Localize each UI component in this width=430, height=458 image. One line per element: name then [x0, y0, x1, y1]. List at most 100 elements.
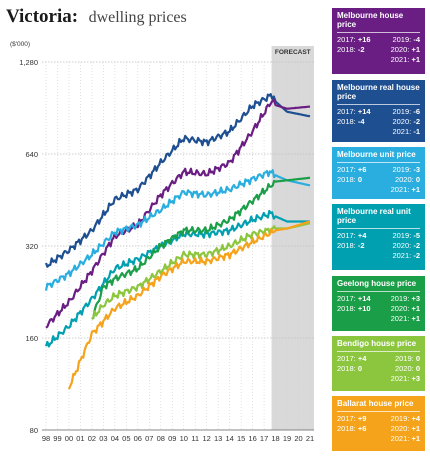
y-tick-label: 1,280 — [19, 58, 38, 67]
x-tick-label: 00 — [65, 434, 73, 443]
x-tick-label: 13 — [214, 434, 222, 443]
legend-panel-row: 2017: +16 2019: -4 — [337, 35, 420, 45]
legend-panel-row: 2017: +6 2019: -3 — [337, 165, 420, 175]
series-line-5 — [91, 176, 311, 320]
legend-panel: Bendigo house price 2017: +4 2019: 0 2018: … — [332, 336, 425, 391]
row-left: 2017: +14 — [337, 107, 371, 116]
row-right: 2019: -4 — [392, 35, 420, 44]
x-tick-label: 99 — [53, 434, 61, 443]
x-tick-label: 14 — [225, 434, 233, 443]
legend-panel-row: 2021: +1 — [337, 55, 420, 65]
legend-panel-divider — [337, 291, 420, 292]
x-axis: 98 99 00 01 02 03 04 05 06 07 08 09 10 11 12 13 14 15 16 17… — [42, 434, 314, 443]
legend-panel-title: Melbourne real house price — [337, 83, 420, 101]
legend-panel-row: 2018: 0 2020: 0 — [337, 364, 420, 374]
row-left — [337, 374, 379, 384]
x-tick-label: 17 — [260, 434, 268, 443]
row-right: 2019: -3 — [392, 165, 420, 174]
x-tick-label: 98 — [42, 434, 50, 443]
series-line-7 — [67, 220, 311, 390]
legend-panel: Melbourne unit price 2017: +6 2019: -3 2018… — [332, 147, 425, 199]
legend-panel-row: 2021: -1 — [337, 127, 420, 137]
row-right: 2021: +3 — [390, 374, 420, 383]
row-left: 2018: 0 — [337, 364, 363, 373]
x-tick-label: 07 — [145, 434, 153, 443]
forecast-band — [271, 46, 314, 430]
y-tick-label: 640 — [25, 150, 38, 159]
x-tick-label: 01 — [76, 434, 84, 443]
row-right: 2019: -6 — [392, 107, 420, 116]
x-tick-label: 15 — [237, 434, 245, 443]
row-right: 2019: +4 — [390, 414, 420, 423]
legend-panel-row: 2017: +4 2019: -5 — [337, 231, 420, 241]
legend-panel-row: 2018: 0 2020: 0 — [337, 175, 420, 185]
legend-panel-title: Melbourne house price — [337, 11, 404, 29]
series-line-1 — [44, 93, 311, 268]
row-left: 2017: +9 — [337, 414, 367, 423]
legend-panel-divider — [337, 411, 420, 412]
series-group — [44, 93, 311, 390]
x-tick-label: 19 — [283, 434, 291, 443]
legend-panel-row: 2017: +9 2019: +4 — [337, 414, 420, 424]
legend-panel-row: 2018: -2 2020: +1 — [337, 45, 420, 55]
x-tick-label: 02 — [88, 434, 96, 443]
legend-panel-row: 2018: +6 2020: +1 — [337, 424, 420, 434]
row-right: 2020: 0 — [394, 175, 420, 184]
row-left: 2018: -2 — [337, 45, 365, 54]
row-right: 2020: +1 — [390, 45, 420, 54]
title-light: dwelling prices — [88, 9, 187, 26]
legend-panel-title: Geelong house price — [337, 279, 417, 288]
row-left: 2017: +16 — [337, 35, 371, 44]
row-left — [337, 55, 379, 65]
row-right: 2019: 0 — [394, 354, 420, 363]
x-tick-label: 11 — [191, 434, 199, 443]
legend-panel: Melbourne real house price 2017: +14 2019:… — [332, 80, 425, 142]
legend-panel-title: Melbourne unit price — [337, 150, 416, 159]
x-tick-label: 10 — [180, 434, 188, 443]
row-right: 2021: +1 — [390, 434, 420, 443]
x-tick-label: 16 — [248, 434, 256, 443]
row-right: 2021: +1 — [390, 314, 420, 323]
row-left: 2017: +6 — [337, 165, 367, 174]
legend-panel-row: 2017: +14 2019: -6 — [337, 107, 420, 117]
legend-panel-divider — [337, 351, 420, 352]
legend-panel-row: 2017: +14 2019: +3 — [337, 294, 420, 304]
row-left — [337, 185, 379, 195]
x-tick-label: 05 — [122, 434, 130, 443]
row-left: 2017: +4 — [337, 354, 367, 363]
chart-title: Victoria: dwelling prices — [6, 6, 187, 28]
legend-panel-divider — [337, 162, 420, 163]
legend-panel-row: 2021: +1 — [337, 314, 420, 324]
series-line-6 — [91, 222, 311, 320]
x-tick-label: 21 — [306, 434, 314, 443]
row-left — [337, 251, 379, 261]
legend-panel-row: 2021: +1 — [337, 434, 420, 444]
x-tick-label: 08 — [157, 434, 165, 443]
legend-panel-row: 2018: -2 2020: -2 — [337, 241, 420, 251]
x-tick-label: 09 — [168, 434, 176, 443]
legend-panel-divider — [337, 228, 420, 229]
row-right: 2019: -5 — [392, 231, 420, 240]
legend-panel-row: 2017: +4 2019: 0 — [337, 354, 420, 364]
row-right: 2020: -2 — [392, 117, 420, 126]
y-unit-label: ($'000) — [10, 41, 30, 48]
row-right: 2021: -2 — [392, 251, 420, 260]
legend-panel-divider — [337, 32, 420, 33]
legend-panel-row: 2021: +1 — [337, 185, 420, 195]
y-tick-label: 80 — [30, 426, 38, 435]
row-right: 2021: +1 — [390, 55, 420, 64]
row-left — [337, 434, 379, 444]
x-tick-label: 06 — [134, 434, 142, 443]
legend-panel-row: 2018: -4 2020: -2 — [337, 117, 420, 127]
x-tick-label: 12 — [203, 434, 211, 443]
legend-panel: Ballarat house price 2017: +9 2019: +4 2018… — [332, 396, 425, 451]
y-axis: 1,280 640 320 160 80 — [19, 58, 38, 435]
row-left: 2018: 0 — [337, 175, 363, 184]
legend-panel: Geelong house price 2017: +14 2019: +3 2018… — [332, 276, 425, 331]
row-right: 2021: +1 — [390, 185, 420, 194]
legend-panel-row: 2021: +3 — [337, 374, 420, 384]
legend-panel: Melbourne house price 2017: +16 2019: -4 20… — [332, 8, 425, 74]
y-tick-label: 320 — [25, 242, 38, 251]
legend-panel-title: Ballarat house price — [337, 399, 414, 408]
